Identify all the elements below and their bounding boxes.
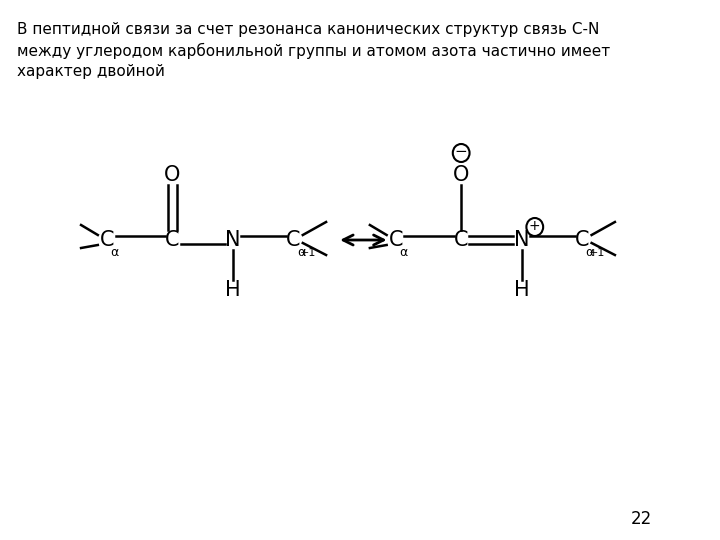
Text: H: H: [225, 280, 240, 300]
Text: C: C: [454, 230, 469, 250]
Text: α: α: [297, 246, 305, 260]
Text: +: +: [529, 219, 541, 233]
Text: O: O: [164, 165, 181, 185]
Text: α: α: [110, 246, 119, 260]
Text: C: C: [575, 230, 590, 250]
Text: α: α: [585, 246, 594, 260]
Text: В пептидной связи за счет резонанса канонических структур связь С-N
между углеро: В пептидной связи за счет резонанса кано…: [17, 22, 610, 79]
Text: α: α: [400, 246, 408, 260]
Text: C: C: [287, 230, 301, 250]
Text: −: −: [455, 145, 467, 159]
Text: C: C: [389, 230, 403, 250]
Text: N: N: [514, 230, 529, 250]
Text: C: C: [100, 230, 114, 250]
Text: C: C: [165, 230, 179, 250]
Text: +1: +1: [589, 248, 606, 258]
Text: +1: +1: [300, 248, 317, 258]
Text: O: O: [453, 165, 469, 185]
Text: N: N: [225, 230, 240, 250]
Text: 22: 22: [631, 510, 652, 528]
Text: H: H: [514, 280, 529, 300]
